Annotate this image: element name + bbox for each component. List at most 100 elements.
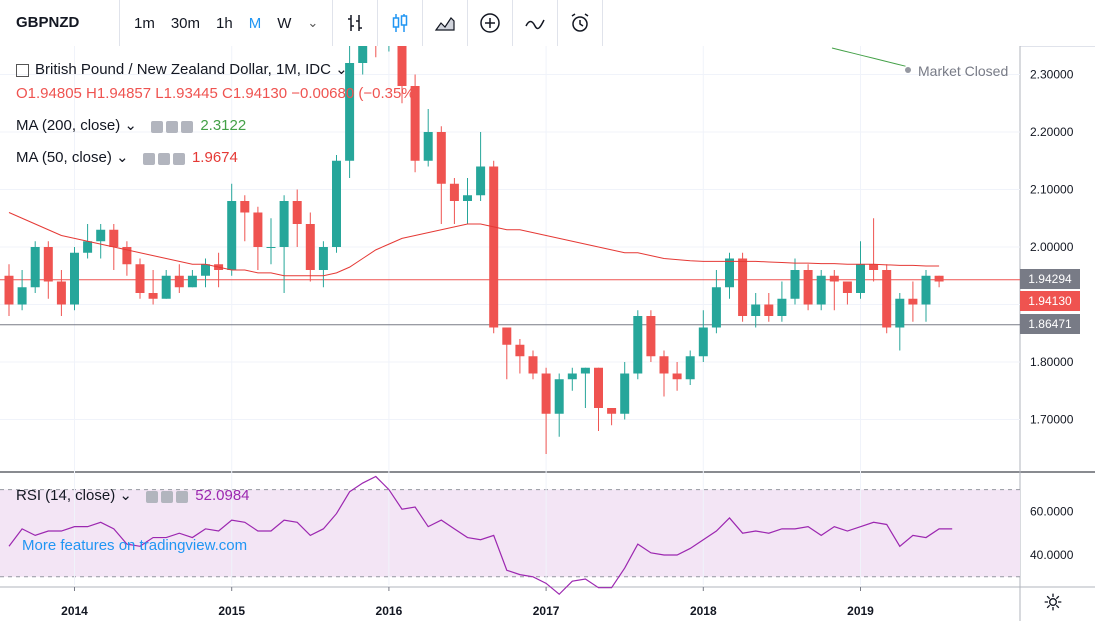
add-icon[interactable] [468, 0, 514, 46]
close-icon[interactable] [172, 152, 185, 165]
y-tick-label: 1.70000 [1030, 413, 1074, 427]
top-toolbar: GBPNZD 1m 30m 1h M W ⌄ [0, 0, 1095, 47]
candle-body [358, 46, 368, 63]
candle-body [882, 270, 892, 328]
candle-body [17, 287, 27, 305]
settings-icon[interactable] [157, 152, 170, 165]
interval-1h[interactable]: 1h [216, 14, 233, 32]
candle-body [646, 316, 656, 357]
candle-body [318, 247, 328, 270]
interval-weekly[interactable]: W [277, 14, 292, 32]
candle-body [148, 293, 158, 299]
eye-icon[interactable] [142, 152, 155, 165]
candle-body [895, 298, 905, 328]
candle-body [397, 46, 407, 86]
candle-body [56, 281, 66, 305]
candle-body [292, 201, 302, 224]
y-tick-label: 2.10000 [1030, 183, 1074, 197]
candle-body [685, 356, 695, 380]
indicator-buttons[interactable] [146, 488, 191, 505]
x-tick-label: 2017 [533, 604, 560, 618]
rsi-label[interactable]: RSI (14, close) [16, 487, 116, 504]
candle-body [43, 247, 53, 282]
candle-body [541, 373, 551, 414]
candle-body [528, 356, 538, 374]
candle-body [502, 327, 512, 345]
candles-icon[interactable] [378, 0, 424, 46]
interval-30m[interactable]: 30m [170, 14, 201, 32]
rsi-legend: RSI (14, close) ⌄ 52.0984 [16, 486, 250, 505]
chevron-down-icon[interactable]: ⌄ [124, 117, 137, 134]
settings-icon[interactable] [161, 490, 174, 503]
candle-body [764, 304, 774, 316]
rsi-tick-label: 40.0000 [1030, 548, 1074, 562]
indicator-buttons[interactable] [151, 118, 196, 135]
chart-title: British Pound / New Zealand Dollar, 1M, … [16, 60, 348, 78]
ma200-label[interactable]: MA (200, close) [16, 117, 121, 134]
symbol-search[interactable]: GBPNZD [0, 0, 120, 46]
candle-body [174, 275, 184, 288]
ma50-line [8, 212, 940, 277]
candle-body [711, 287, 721, 328]
candle-body [738, 258, 748, 316]
candle-body [620, 373, 630, 414]
ma200-value: 2.3122 [200, 117, 247, 134]
compare-icon[interactable] [423, 0, 469, 46]
y-tick-label: 2.20000 [1030, 125, 1074, 139]
candle-body [751, 304, 761, 316]
y-tick-label: 2.00000 [1030, 240, 1074, 254]
candle-body [607, 408, 617, 414]
collapse-icon[interactable] [16, 63, 29, 77]
chevron-down-icon[interactable]: ⌄ [116, 149, 129, 166]
chevron-down-icon[interactable]: ⌄ [335, 61, 348, 78]
eye-icon[interactable] [146, 490, 159, 503]
candle-body [201, 264, 210, 276]
symbol-title: British Pound / New Zealand Dollar, 1M, … [35, 61, 331, 78]
candle-body [253, 212, 263, 247]
x-tick-label: 2014 [61, 604, 88, 618]
interval-1m[interactable]: 1m [134, 14, 155, 32]
tradingview-link[interactable]: More features on tradingview.com [22, 537, 248, 554]
chevron-down-icon[interactable]: ⌄ [307, 15, 319, 30]
candle-body [187, 275, 197, 288]
candle-body [332, 160, 341, 247]
bar-style-icon[interactable] [333, 0, 379, 46]
rsi-value: 52.0984 [195, 487, 250, 504]
settings-icon[interactable] [166, 120, 179, 133]
candle-body [305, 224, 315, 270]
price-tag-close: 1.94130 [1020, 291, 1080, 311]
close-icon[interactable] [181, 120, 194, 133]
interval-monthly[interactable]: M [248, 14, 262, 32]
candle-body [227, 201, 237, 270]
close-icon[interactable] [176, 490, 189, 503]
candle-body [449, 183, 459, 201]
settings-gear-icon[interactable] [1043, 592, 1063, 612]
candle-body [633, 316, 643, 374]
candle-body [790, 270, 800, 299]
candle-body [70, 252, 79, 305]
y-tick-label: 2.30000 [1030, 68, 1074, 82]
rsi-line [8, 475, 953, 596]
candle-body [934, 275, 944, 282]
candle-body [725, 258, 734, 288]
candle-body [842, 281, 852, 293]
alert-icon[interactable] [558, 0, 604, 46]
candle-body [554, 379, 564, 414]
candle-body [659, 356, 669, 374]
candle-body [580, 367, 590, 374]
indicators-icon[interactable] [513, 0, 559, 46]
candle-body [96, 229, 106, 242]
candle-body [816, 275, 826, 305]
candle-body [30, 247, 40, 288]
eye-icon[interactable] [151, 120, 164, 133]
candle-body [921, 275, 931, 305]
indicator-buttons[interactable] [142, 150, 188, 167]
chevron-down-icon[interactable]: ⌄ [119, 487, 132, 504]
market-status: Market Closed [918, 63, 1009, 79]
candle-body [856, 264, 865, 293]
candle-body [476, 166, 486, 196]
ma200-legend: MA (200, close) ⌄ 2.3122 [16, 116, 246, 135]
ma50-label[interactable]: MA (50, close) [16, 149, 112, 166]
price-chart[interactable]: 2014 2015 2016 2017 2018 2019 1.70000 1.80000 2.… [0, 46, 1095, 621]
rsi-tick-label: 60.0000 [1030, 504, 1074, 518]
